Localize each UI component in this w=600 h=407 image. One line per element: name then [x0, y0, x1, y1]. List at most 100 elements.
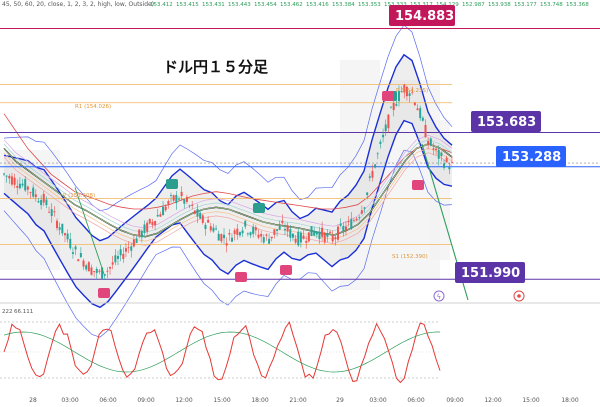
candle-body: [193, 210, 196, 214]
candle-body: [63, 233, 66, 236]
x-tick-5: 15:00: [213, 397, 230, 404]
candle-body: [124, 248, 127, 252]
candle-body: [48, 211, 51, 213]
candle-body: [116, 256, 119, 259]
candle-body: [270, 236, 273, 239]
candle-body: [443, 163, 446, 168]
ticker-value-12: 152.987: [462, 2, 485, 8]
band-lower: [3, 119, 453, 309]
candle-body: [185, 197, 188, 202]
ticker-value-0: 153.412: [150, 2, 173, 8]
candle-body: [69, 238, 72, 249]
candle-body: [395, 104, 398, 106]
candle-body: [408, 93, 411, 96]
price-tag-0: [389, 5, 455, 26]
price-tag-text-3: 151.990: [461, 266, 520, 281]
candle-body: [427, 141, 430, 146]
ticker-value-13: 153.938: [488, 2, 511, 8]
candle-body: [233, 230, 236, 234]
price-tag-text-1: 153.683: [477, 115, 536, 130]
candle-body: [138, 229, 141, 236]
x-tick-7: 21:00: [289, 397, 306, 404]
candle-body: [119, 249, 122, 256]
osc-label-b: 66.111: [14, 309, 33, 315]
candle-body: [321, 227, 324, 237]
candle-body: [451, 161, 453, 163]
ticker-values: 153.412 153.415 153.431 153.443 153.454 153.4…: [150, 2, 589, 8]
candle-body: [74, 246, 77, 250]
candle-body: [170, 195, 173, 197]
candle-body: [188, 205, 191, 207]
candle-body: [26, 186, 29, 190]
target-icon[interactable]: [513, 290, 525, 302]
candle-body: [265, 234, 268, 236]
candle-body: [5, 175, 8, 177]
candle-body: [87, 262, 90, 272]
candle-body: [61, 223, 64, 234]
candle-body: [326, 233, 329, 237]
candle-body: [421, 117, 424, 121]
candle-body: [127, 247, 130, 249]
candle-body: [162, 206, 165, 216]
oscillator-panel: [0, 321, 441, 384]
price-tag-3: [455, 262, 525, 283]
candle-body: [230, 237, 233, 242]
candle-body: [413, 102, 416, 106]
candle-body: [37, 201, 40, 203]
x-tick-2: 06:00: [99, 397, 116, 404]
candle-body: [286, 225, 289, 232]
candle-body: [429, 138, 432, 146]
candle-body: [315, 231, 318, 235]
shade-block-3: [0, 150, 60, 270]
signal-marker-3: [235, 272, 247, 282]
candle-body: [154, 220, 157, 226]
price-tag-2: [496, 146, 566, 167]
price-tag-text-2: 153.288: [502, 150, 561, 165]
candle-body: [302, 235, 305, 239]
candle-body: [437, 149, 440, 159]
indicator-params: 45, 50, 60, 20, close, 1, 2, 3, 2, high,…: [2, 1, 154, 8]
candle-body: [82, 260, 85, 267]
band-upper-outer: [3, 24, 453, 212]
candle-body: [16, 186, 19, 188]
candle-body: [405, 86, 408, 97]
ticker-value-1: 153.415: [176, 2, 199, 8]
x-tick-11: 09:00: [446, 397, 463, 404]
candle-body: [204, 224, 207, 230]
x-tick-4: 12:00: [175, 397, 192, 404]
alert-icon[interactable]: ϟ: [433, 290, 445, 302]
candle-body: [85, 265, 88, 270]
candle-body: [305, 241, 308, 243]
candle-body: [310, 226, 313, 236]
osc-label-a: 222: [2, 309, 13, 315]
ribbon-line-3: [3, 139, 453, 233]
candle-body: [167, 201, 170, 205]
candle-body: [56, 220, 59, 229]
candle-body: [376, 153, 379, 155]
candle-body: [297, 231, 300, 246]
candle-body: [228, 233, 231, 235]
candle-body: [374, 164, 377, 168]
pivot-label-s1: S1 (152.390): [392, 254, 428, 260]
candle-body: [294, 238, 297, 243]
candle-body: [40, 199, 43, 206]
candle-body: [337, 226, 340, 240]
candle-body: [103, 274, 106, 276]
candle-body: [246, 233, 249, 235]
candle-body: [397, 91, 400, 102]
candle-body: [241, 230, 244, 234]
candle-body: [313, 230, 316, 236]
candle-body: [273, 229, 276, 235]
candle-body: [252, 226, 255, 234]
candle-body: [342, 226, 345, 232]
candle-body: [289, 229, 292, 238]
candle-body: [172, 195, 175, 201]
candle-body: [411, 91, 414, 93]
candle-body: [379, 141, 382, 144]
candle-body: [175, 194, 178, 204]
candle-body: [350, 218, 353, 230]
candle-body: [403, 84, 406, 93]
candle-body: [114, 255, 117, 263]
ma-series-1: [3, 113, 453, 210]
